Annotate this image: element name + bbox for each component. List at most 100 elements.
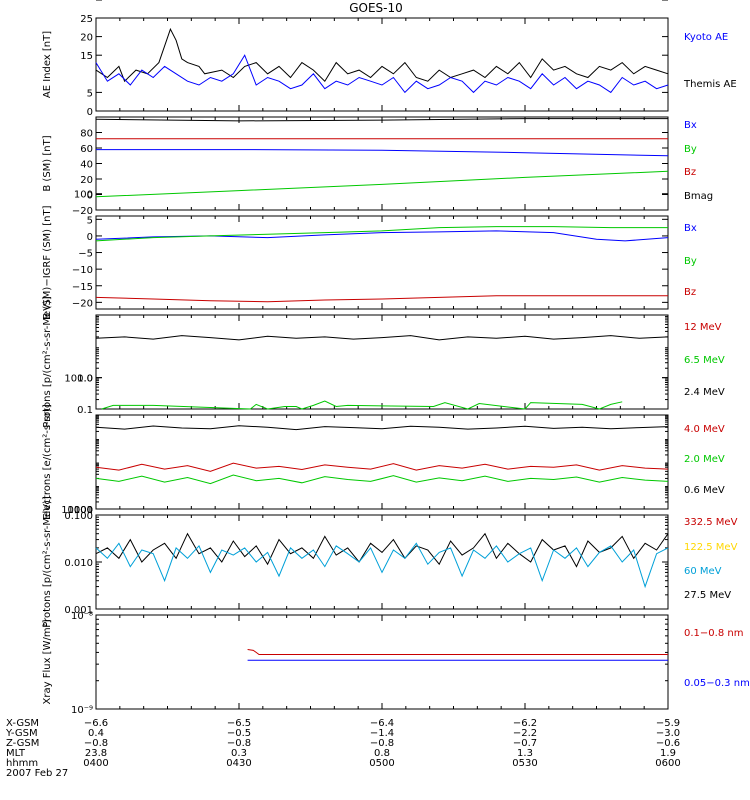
y-tick-label: 100.0 — [64, 374, 93, 385]
y-tick-label: 10000 — [61, 505, 93, 516]
series-bx — [96, 149, 669, 157]
footer-cell: −1.4 — [370, 728, 394, 739]
footer-cell: −0.7 — [513, 738, 537, 749]
legend-entry: Bmag — [684, 191, 713, 202]
panel-frame — [95, 215, 669, 310]
legend-entry: 0.05−0.3 nm — [684, 678, 750, 689]
panel-frame — [95, 614, 669, 710]
footer-cell: 0400 — [83, 758, 108, 769]
footer-cell: −0.6 — [656, 738, 680, 749]
legend-entry: Bz — [684, 287, 696, 298]
legend-entry: 332.5 MeV — [684, 517, 738, 528]
legend-entry: By — [684, 256, 697, 267]
footer-row-label: Z-GSM — [6, 738, 39, 749]
panel-1: 0 5 10 15 20 25 AE Index [nT] Kyoto AE Themis AE — [42, 0, 737, 118]
panel-4: 0.1 1.0 10.0 100.0 Protons [p/(cm²-s-sr-MeV)… — [42, 0, 725, 428]
panel-5: 110100100010000Electrons [e/(cm²-s-sr)]4… — [42, 0, 725, 520]
footer-row-label: Y-GSM — [5, 728, 38, 739]
y-tick-label: 0.001 — [64, 605, 93, 616]
y-tick-label: 20 — [80, 175, 93, 186]
series-2-4-mev — [95, 335, 669, 341]
y-axis-label: Protons [p/(cm²-s-sr-MeV)] — [42, 496, 53, 628]
y-tick-label: 1.0 — [77, 374, 93, 385]
footer-cell: −0.8 — [84, 738, 108, 749]
y-axis-label: Electrons [e/(cm²-s-sr)] — [42, 404, 53, 520]
panel-frame — [95, 314, 669, 410]
footer-cell: −6.5 — [227, 718, 251, 729]
footer-cell: 0.8 — [374, 748, 390, 759]
footer-cell: 0500 — [369, 758, 394, 769]
y-tick-label: 0.100 — [64, 511, 93, 522]
legend-entry: 12 MeV — [684, 322, 722, 333]
series-6-5-mev — [101, 400, 623, 410]
y-tick-label: 0 — [87, 191, 93, 202]
panel-3: −20 −15 −10 −5 0 5 B (SM)−IGRF (SM) [nT] Bx By Bz — [42, 205, 697, 319]
legend-entry: 2.4 MeV — [684, 387, 725, 398]
y-tick-label: 40 — [80, 160, 93, 171]
legend-entry: 6.5 MeV — [684, 355, 725, 366]
panel-2: −20 0 20 40 60 80 100 B (SM) [nT] Bx By Bz Bmag — [42, 116, 713, 217]
panel-frame — [95, 514, 669, 610]
legend-entry: By — [684, 144, 697, 155]
footer-cell: −0.8 — [370, 738, 394, 749]
footer-cell: −6.6 — [84, 718, 108, 729]
y-tick-label: 0 — [87, 232, 93, 243]
panel-6: 0.001 0.010 0.100 Protons [p/(cm²-s-sr-MeV)… — [42, 496, 738, 628]
y-tick-label: 10.0 — [71, 0, 93, 3]
footer-cell: −6.4 — [370, 718, 394, 729]
y-axis-label: B (SM) [nT] — [42, 135, 53, 191]
legend-entry: 0.6 MeV — [684, 485, 725, 496]
y-tick-label: 5 — [87, 215, 93, 226]
legend-entry: 27.5 MeV — [684, 590, 731, 601]
y-tick-label: 25 — [80, 14, 93, 25]
y-tick-label: 0.010 — [64, 558, 93, 569]
y-tick-label: 0.1 — [77, 405, 93, 416]
y-axis-label: Protons [p/(cm²-s-sr-MeV)] — [42, 296, 53, 428]
y-tick-label: 10⁻⁹ — [71, 705, 93, 716]
y-axis-label: Xray Flux [W/m²] — [42, 619, 53, 704]
y-axis-label: AE Index [nT] — [42, 31, 53, 98]
footer-cell: 0430 — [226, 758, 251, 769]
legend-entry: 60 MeV — [684, 566, 722, 577]
y-tick-label: 100 — [74, 190, 93, 201]
y-tick-label: −5 — [78, 249, 93, 260]
footer-cell: 0.4 — [88, 728, 104, 739]
series-27-5-mev — [95, 532, 669, 568]
panel-7: 10⁻⁹ 10⁻⁸ Xray Flux [W/m²] 0.1−0.8 nm 0.05−0… — [42, 611, 750, 716]
footer-row-label: X-GSM — [6, 718, 39, 729]
footer-row-label: hhmm — [6, 758, 38, 769]
footer-cell: −0.5 — [227, 728, 251, 739]
legend-entry: 4.0 MeV — [684, 424, 725, 435]
y-tick-label: −20 — [72, 298, 93, 309]
legend-entry: Kyoto AE — [684, 32, 728, 43]
footer-cell: −5.9 — [656, 718, 680, 729]
series-bmag — [95, 118, 668, 122]
y-axis-label: B (SM)−IGRF (SM) [nT] — [42, 205, 53, 319]
y-tick-label: 60 — [80, 144, 93, 155]
legend-entry: Themis AE — [683, 79, 737, 90]
y-tick-label: 100 — [74, 505, 93, 516]
series-4-0-mev — [95, 462, 669, 472]
y-tick-label: 0 — [87, 107, 93, 118]
legend-entry: Bx — [684, 223, 697, 234]
footer-cell: 1.3 — [517, 748, 533, 759]
footer-cell: −6.2 — [513, 718, 537, 729]
series-0-1-0-8-nm — [247, 649, 668, 655]
figure-title: GOES-10 — [349, 1, 403, 15]
series-bx — [95, 230, 669, 242]
legend-entry: 2.0 MeV — [684, 454, 725, 465]
footer-cell: −0.8 — [227, 738, 251, 749]
footer-cell: 0530 — [512, 758, 537, 769]
footer-cell: −3.0 — [656, 728, 680, 739]
series-0-6-mev — [95, 425, 669, 431]
legend-entry: 0.1−0.8 nm — [684, 628, 743, 639]
series-60-mev — [95, 542, 669, 589]
y-tick-label: −20 — [72, 206, 93, 217]
y-tick-label: 1 — [87, 505, 93, 516]
footer-cell: 1.9 — [660, 748, 676, 759]
y-tick-label: −15 — [72, 282, 93, 293]
legend-entry: Bz — [684, 167, 696, 178]
legend-entry: 122.5 MeV — [684, 542, 738, 553]
